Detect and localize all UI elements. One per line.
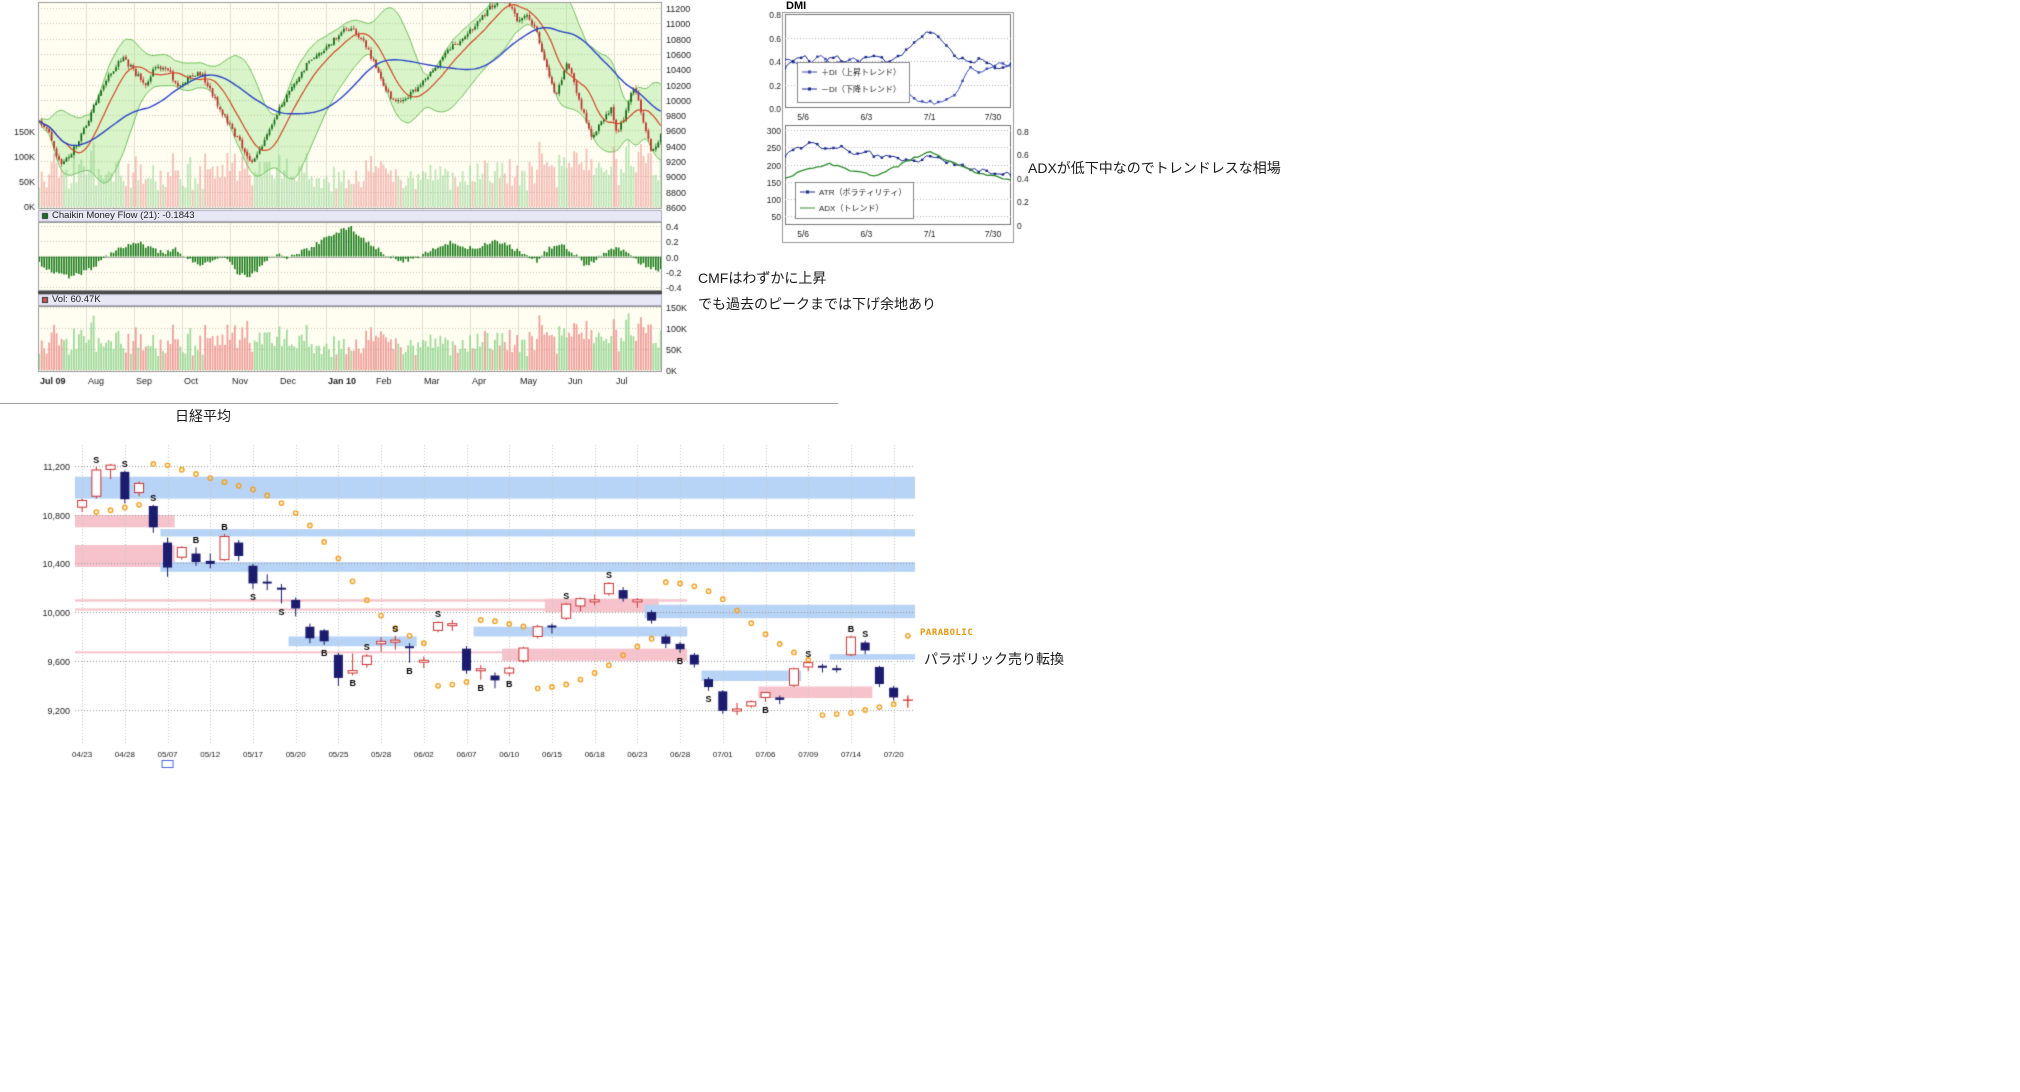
parabolic-candlestick-chart-canvas — [40, 425, 990, 770]
dmi-chart-title: DMI — [786, 0, 807, 12]
parabolic-series-label: PARABOLIC — [920, 628, 974, 638]
section-divider — [0, 403, 838, 404]
price-volume-cmf-chart-canvas — [0, 0, 700, 392]
cmf-annotation-line1: CMFはわずかに上昇 — [698, 270, 827, 286]
parabolic-annotation: パラボリック売り転換 — [924, 651, 1064, 667]
cmf-panel-header: Chaikin Money Flow (21): -0.1843 — [52, 210, 195, 221]
volume-panel-header: Vol: 60.47K — [52, 294, 101, 305]
cmf-annotation-line2: でも過去のピークまでは下げ余地あり — [698, 296, 936, 312]
dmi-atr-adx-chart-canvas — [755, 0, 1055, 260]
adx-annotation: ADXが低下中なのでトレンドレスな相場 — [1028, 160, 1281, 176]
nikkei-chart-title: 日経平均 — [175, 408, 231, 424]
